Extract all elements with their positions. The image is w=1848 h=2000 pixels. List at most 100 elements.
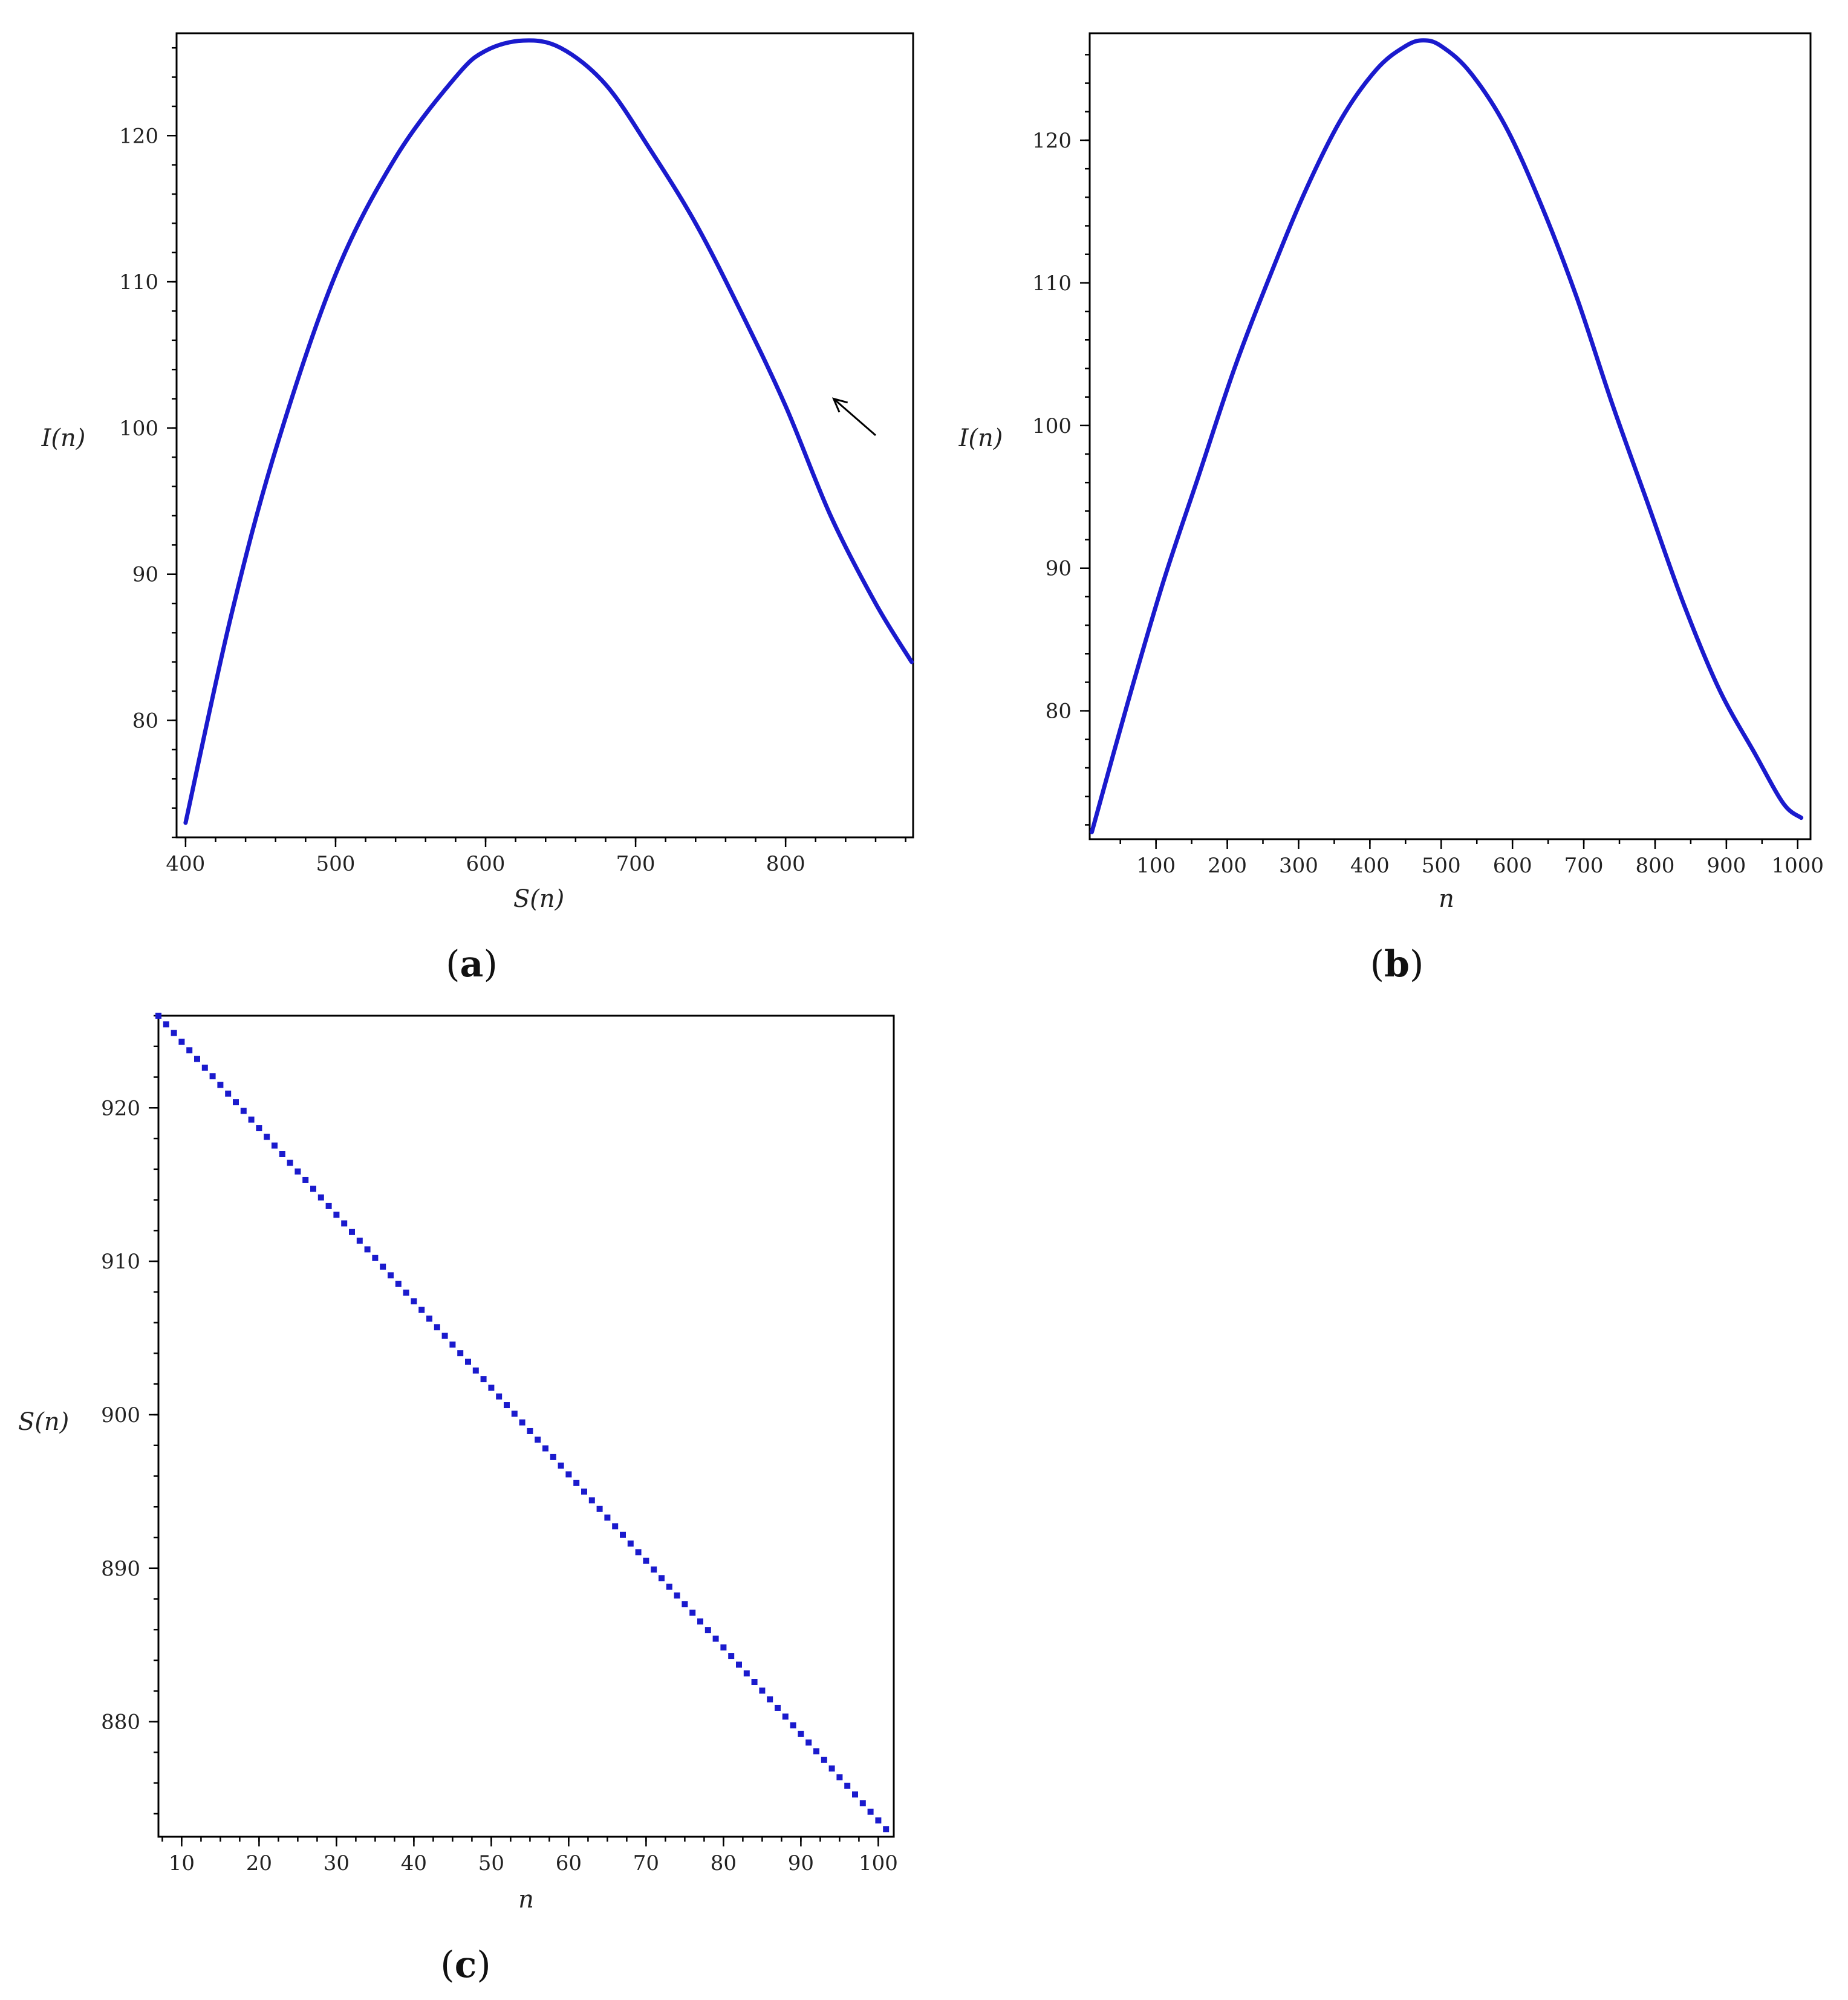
panel-label-a-letter: a (460, 943, 484, 985)
data-point-c (805, 1739, 812, 1746)
data-point-c (604, 1515, 611, 1521)
data-point-c (813, 1748, 819, 1755)
data-point-c (828, 1765, 835, 1772)
panel-label-b: (b) (1370, 943, 1424, 985)
data-point-c (380, 1264, 386, 1270)
y-tick-label-c: 900 (101, 1403, 140, 1427)
data-point-c (596, 1505, 603, 1512)
data-point-c (612, 1523, 619, 1530)
data-point-c (782, 1713, 789, 1720)
data-point-c (418, 1307, 425, 1313)
data-point-c (279, 1151, 285, 1157)
y-tick-label-a: 90 (132, 563, 158, 587)
data-point-c (704, 1627, 711, 1634)
x-tick-label-c: 50 (478, 1851, 504, 1875)
data-point-c (411, 1298, 417, 1305)
data-point-c (449, 1341, 456, 1348)
data-point-c (194, 1056, 200, 1062)
data-point-c (356, 1238, 363, 1244)
y-tick-label-c: 920 (101, 1096, 140, 1120)
data-point-c (519, 1419, 525, 1426)
x-tick-label-b: 300 (1279, 854, 1318, 878)
data-point-c (434, 1324, 440, 1331)
arrow-shaft (833, 398, 876, 437)
annotation-arrow-a (831, 397, 876, 437)
data-point-c (643, 1557, 649, 1564)
data-point-c (527, 1427, 533, 1434)
y-tick-labels-b: 80 90 100 110 120 (1032, 129, 1072, 724)
panel-label-b-letter: b (1384, 943, 1410, 985)
data-point-c (558, 1463, 564, 1469)
data-point-c (759, 1687, 766, 1694)
data-point-c (736, 1661, 742, 1668)
data-point-c (875, 1817, 882, 1823)
chart-panel-b: 100 200 300 400 500 600 700 800 900 1000 80901001… (958, 32, 1824, 985)
y-tick-label-b: 120 (1032, 129, 1072, 153)
data-point-c (302, 1177, 309, 1183)
data-point-c (317, 1194, 324, 1201)
series-line-a (183, 38, 914, 825)
y-tick-labels-c: 880 890 900 910 920 (101, 1096, 140, 1734)
x-tick-label-c: 60 (556, 1851, 582, 1875)
x-tick-label-c: 10 (169, 1851, 195, 1875)
y-axis-label-b: I(n) (958, 424, 1003, 452)
data-point-c (186, 1047, 193, 1054)
plot-frame-a (175, 32, 914, 839)
data-point-c (209, 1073, 216, 1080)
data-point-c (511, 1411, 518, 1417)
data-point-c (264, 1134, 270, 1140)
data-point-c (240, 1108, 247, 1114)
y-tick-label-c: 890 (101, 1557, 140, 1581)
data-point-c (333, 1212, 340, 1218)
data-point-c (581, 1489, 587, 1495)
data-point-c (457, 1350, 464, 1357)
x-tick-label-b: 700 (1564, 854, 1604, 878)
y-tick-label-b: 110 (1032, 271, 1072, 296)
data-point-c (751, 1679, 758, 1686)
data-point-c (310, 1186, 316, 1192)
y-tick-label-c: 910 (101, 1250, 140, 1274)
x-tick-label-a: 600 (466, 852, 506, 876)
data-point-c (465, 1359, 471, 1365)
x-tick-label-a: 400 (166, 852, 205, 876)
x-tick-label-c: 40 (401, 1851, 427, 1875)
x-tick-label-b: 100 (1136, 854, 1176, 878)
data-point-c (488, 1385, 495, 1391)
x-tick-labels-b: 100 200 300 400 500 600 700 800 900 1000 (1136, 854, 1824, 878)
data-point-c (689, 1609, 696, 1616)
x-tick-label-b: 400 (1350, 854, 1390, 878)
x-tick-label-c: 30 (324, 1851, 350, 1875)
y-tick-label-b: 80 (1046, 700, 1072, 724)
data-point-c (178, 1038, 185, 1045)
x-axis-label-b: n (1439, 885, 1454, 913)
y-tick-label-a: 100 (119, 417, 158, 441)
data-point-c (341, 1220, 348, 1227)
data-point-c (349, 1229, 355, 1235)
data-point-c (272, 1142, 278, 1149)
data-point-c (867, 1808, 874, 1815)
data-point-c (588, 1497, 595, 1504)
x-tick-labels-a: 400 500 600 700 800 (166, 852, 805, 876)
data-point-c (201, 1064, 208, 1071)
y-tick-labels-a: 80 90 100 110 120 (119, 124, 158, 733)
data-point-c (535, 1437, 541, 1443)
data-point-c (504, 1402, 510, 1409)
data-point-c (821, 1756, 827, 1763)
data-point-c (790, 1722, 796, 1729)
x-tick-label-c: 70 (633, 1851, 659, 1875)
data-point-c (155, 1013, 161, 1019)
series-points-c (155, 1013, 890, 1833)
y-axis-label-c: S(n) (18, 1408, 69, 1436)
y-axis-label-a: I(n) (41, 424, 86, 452)
data-point-c (225, 1090, 232, 1097)
data-point-c (248, 1116, 255, 1123)
x-tick-label-c: 100 (859, 1851, 898, 1875)
x-tick-label-a: 500 (316, 852, 355, 876)
data-point-c (859, 1800, 866, 1807)
panel-label-a: (a) (446, 943, 498, 985)
data-point-c (294, 1168, 301, 1175)
data-point-c (697, 1618, 703, 1625)
y-tick-label-b: 90 (1046, 557, 1072, 581)
